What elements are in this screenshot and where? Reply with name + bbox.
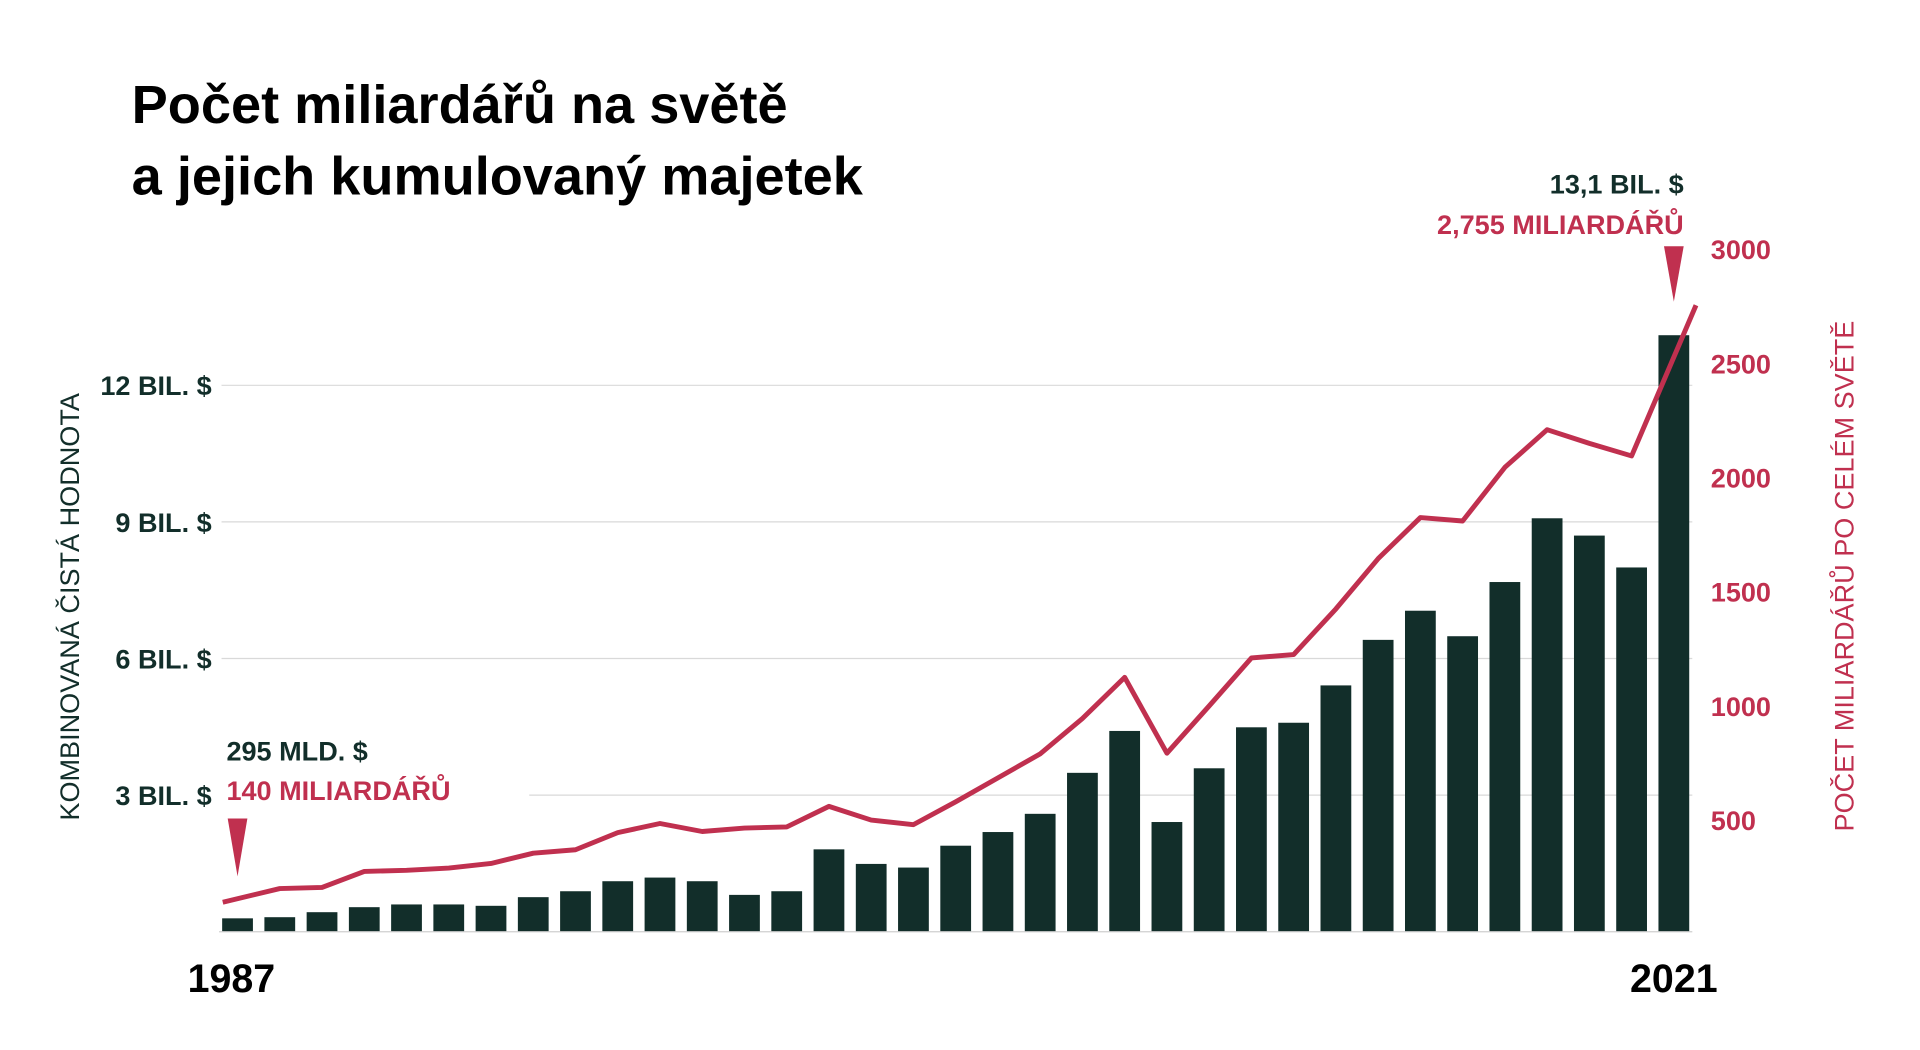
bar-2021 [1658, 335, 1690, 932]
left-tick-label: 3 BIL. $ [115, 780, 211, 811]
right-axis-title: POČET MILIARDÁŘŮ PO CELÉM SVĚTĚ [1828, 321, 1860, 832]
bar-2003 [898, 867, 929, 932]
right-tick-label: 1000 [1711, 691, 1771, 722]
bar-2000 [771, 891, 803, 932]
bar-2002 [855, 863, 887, 932]
bar-2014 [1362, 639, 1394, 932]
bar-1994 [517, 897, 549, 932]
bar-1995 [560, 891, 591, 932]
chart-title-line2: a jejich kumulovaný majetek [132, 147, 864, 207]
bar-2013 [1320, 685, 1352, 932]
right-tick-label: 500 [1711, 805, 1756, 836]
bar-2010 [1193, 768, 1225, 932]
bar-2011 [1236, 727, 1267, 932]
bar-2001 [813, 849, 845, 932]
left-axis-title: KOMBINOVANÁ ČISTÁ HODNOTA [54, 393, 85, 821]
right-tick-label: 3000 [1711, 234, 1771, 265]
chart-title-line1: Počet miliardářů na světě [132, 75, 788, 135]
bar-2020 [1616, 567, 1647, 932]
right-tick-label: 2000 [1711, 462, 1771, 493]
bar-2005 [982, 832, 1014, 932]
x-tick-1987: 1987 [188, 957, 276, 1001]
bar-1989 [306, 912, 338, 932]
bar-1996 [602, 881, 634, 932]
bar-2006 [1024, 813, 1056, 932]
bar-2017 [1489, 582, 1521, 932]
bar-1993 [475, 905, 507, 932]
bar-1990 [348, 907, 380, 932]
bar-2007 [1067, 772, 1098, 932]
left-tick-label: 12 BIL. $ [100, 370, 211, 401]
bar-2008 [1109, 730, 1141, 932]
bar-2012 [1278, 722, 1310, 932]
bar-1999 [729, 894, 760, 932]
bar-1988 [264, 917, 296, 932]
start-arrow-icon [227, 818, 248, 877]
bar-2009 [1151, 822, 1183, 932]
x-tick-2021: 2021 [1630, 957, 1718, 1001]
start-wealth-annotation: 295 MLD. $ [226, 736, 367, 767]
bar-2018 [1531, 518, 1563, 932]
bar-1987 [222, 918, 253, 932]
end-arrow-icon [1664, 246, 1684, 302]
right-tick-label: 1500 [1711, 577, 1771, 608]
bar-1997 [644, 877, 676, 932]
end-wealth-annotation: 13,1 BIL. $ [1550, 168, 1684, 199]
bar-1992 [433, 904, 465, 932]
left-axis-ticks: 3 BIL. $ 6 BIL. $ 9 BIL. $ 12 BIL. $ [100, 370, 211, 811]
bar-2015 [1404, 610, 1436, 932]
right-axis-ticks: 500 1000 1500 2000 2500 3000 [1711, 234, 1771, 836]
right-tick-label: 2500 [1711, 348, 1771, 379]
left-tick-label: 9 BIL. $ [115, 507, 211, 538]
bar-1998 [686, 881, 718, 932]
left-tick-label: 6 BIL. $ [115, 643, 211, 674]
bar-2016 [1447, 636, 1479, 932]
end-count-annotation: 2,755 MILIARDÁŘŮ [1437, 207, 1684, 240]
wealth-bars [222, 335, 1690, 932]
line-points [222, 305, 1697, 903]
start-count-annotation: 140 MILIARDÁŘŮ [226, 773, 450, 806]
bar-2004 [940, 845, 972, 932]
bar-2019 [1573, 535, 1605, 932]
bar-1991 [391, 904, 422, 932]
